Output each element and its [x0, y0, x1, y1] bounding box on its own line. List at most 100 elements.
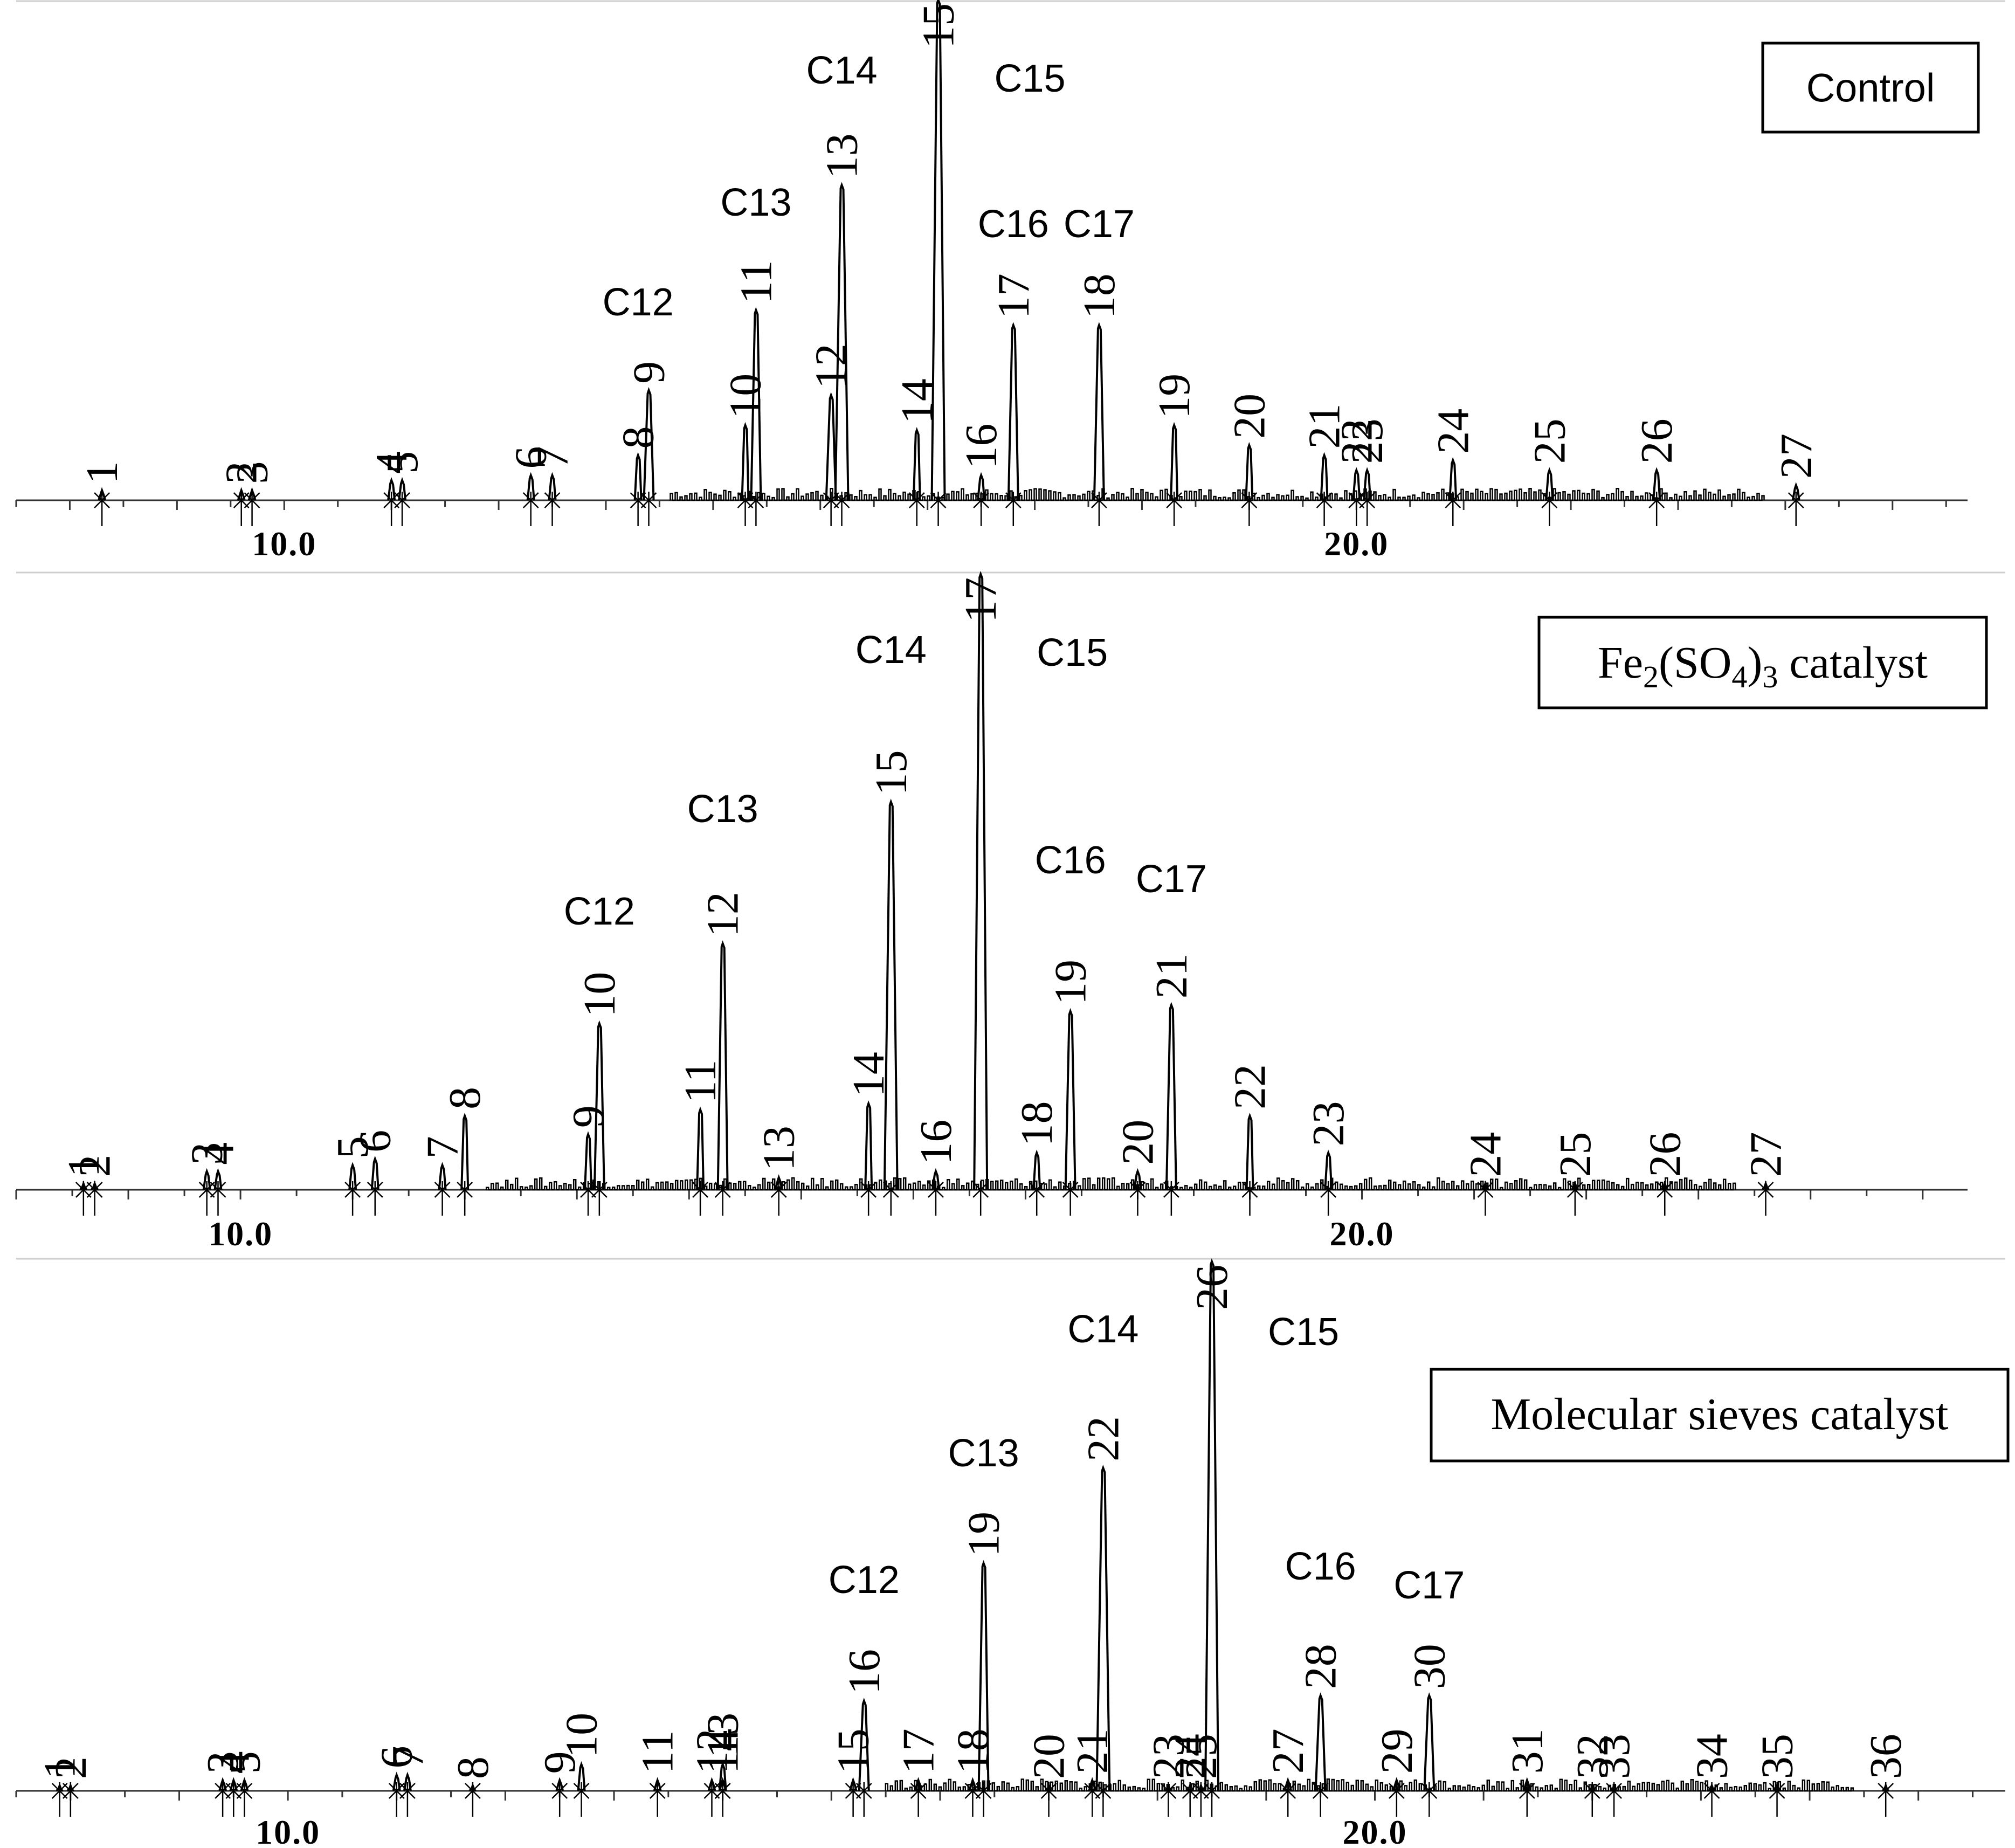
carbon-label-c14: C14 [1067, 1308, 1138, 1351]
peak-25 [1545, 467, 1554, 501]
carbon-label-c15: C15 [995, 57, 1066, 100]
x-tick-label: 20.0 [1324, 525, 1389, 563]
integration-marker [1445, 492, 1461, 526]
peak-label-27: 27 [1741, 1132, 1791, 1177]
integration-marker [928, 1181, 944, 1216]
peak-18 [968, 1777, 977, 1791]
integration-marker [367, 1181, 383, 1216]
peak-6 [526, 472, 535, 501]
integration-marker [544, 492, 561, 526]
peak-label-11: 11 [633, 1730, 683, 1774]
peak-label-5: 5 [377, 451, 427, 474]
peak-8 [460, 1112, 470, 1190]
peak-label-27: 27 [1771, 433, 1821, 479]
peak-13 [774, 1174, 783, 1190]
peak-label-7: 7 [528, 446, 578, 469]
peak-label-5: 5 [219, 1751, 270, 1774]
carbon-label-c14: C14 [855, 629, 927, 672]
carbon-label-c17: C17 [1136, 858, 1207, 901]
peak-label-26: 26 [1187, 1265, 1237, 1310]
peak-12 [716, 940, 729, 1190]
peak-label-22: 22 [1225, 1064, 1275, 1109]
peak-22 [1245, 1112, 1254, 1190]
legend-box [1537, 616, 1988, 709]
integration-marker [62, 1782, 79, 1817]
integration-marker [1095, 1782, 1112, 1817]
peak-label-12: 12 [698, 892, 748, 937]
peak-27 [1791, 482, 1800, 501]
peak-label-22: 22 [1078, 1416, 1128, 1461]
peak-7 [438, 1162, 447, 1190]
peak-label-6: 6 [350, 1130, 401, 1153]
integration-marker [1388, 1782, 1405, 1817]
legend-box [1430, 1368, 2010, 1463]
peak-7 [548, 472, 557, 501]
legend-title: Molecular sieves catalyst [1490, 1389, 1948, 1439]
integration-marker [551, 1782, 568, 1817]
peak-label-34: 34 [1687, 1734, 1737, 1779]
peak-17 [914, 1777, 923, 1791]
integration-marker [1703, 1782, 1720, 1817]
peak-label-20: 20 [1224, 394, 1274, 439]
peak-label-21: 21 [1147, 953, 1197, 998]
integration-marker [1163, 1181, 1179, 1216]
integration-marker [1241, 1181, 1258, 1216]
peak-label-17: 17 [989, 273, 1039, 319]
peak-26 [1204, 1258, 1220, 1791]
integration-marker [1241, 492, 1258, 526]
integration-marker [1421, 1782, 1438, 1817]
integration-marker [860, 1181, 877, 1216]
peak-13 [834, 182, 850, 501]
carbon-label-c14: C14 [806, 49, 877, 92]
peak-19 [1170, 422, 1179, 501]
peak-15 [883, 798, 899, 1190]
integration-marker [714, 1782, 731, 1817]
peak-label-11: 11 [675, 1060, 726, 1104]
integration-marker [1541, 492, 1558, 526]
carbon-label-c12: C12 [564, 890, 635, 933]
integration-marker [1160, 1782, 1177, 1817]
integration-marker [649, 1782, 666, 1817]
peak-10 [577, 1761, 586, 1791]
integration-marker [1091, 492, 1107, 526]
peak-5 [240, 1777, 249, 1791]
integration-marker [1129, 1181, 1146, 1216]
integration-marker [1567, 1181, 1583, 1216]
integration-marker [1606, 1782, 1622, 1817]
peak-label-22: 22 [1331, 418, 1382, 464]
peak-label-2: 2 [217, 461, 267, 484]
legend-box [1761, 42, 1980, 134]
peak-21 [1088, 1777, 1097, 1791]
integration-marker [1062, 1181, 1079, 1216]
peak-label-19: 19 [959, 1512, 1009, 1557]
integration-marker [1788, 492, 1804, 526]
integration-marker [1204, 1782, 1220, 1817]
carbon-label-c12: C12 [829, 1559, 900, 1602]
peak-13 [718, 1761, 727, 1791]
baseline-noise [670, 487, 1765, 501]
peak-label-16: 16 [956, 424, 1006, 469]
peak-label-18: 18 [1012, 1101, 1062, 1146]
peak-label-15: 15 [829, 1728, 879, 1774]
integration-marker [1648, 492, 1665, 526]
peak-label-15: 15 [866, 750, 916, 796]
peak-16 [858, 1698, 870, 1791]
integration-marker [94, 492, 111, 526]
integration-marker [591, 1181, 608, 1216]
integration-marker [344, 1181, 361, 1216]
integration-marker [1584, 1782, 1600, 1817]
peak-label-1: 1 [77, 461, 127, 484]
integration-marker [972, 1181, 989, 1216]
integration-marker [434, 1181, 451, 1216]
peak-label-5: 5 [328, 1136, 378, 1159]
peak-2 [237, 487, 246, 501]
peak-18 [1093, 322, 1105, 501]
peak-4 [213, 1168, 223, 1190]
peak-label-9: 9 [563, 1105, 613, 1128]
peak-label-1: 1 [35, 1756, 85, 1779]
integration-marker [399, 1782, 416, 1817]
integration-marker [833, 492, 850, 526]
peak-31 [1522, 1777, 1531, 1791]
integration-marker [1757, 1181, 1774, 1216]
